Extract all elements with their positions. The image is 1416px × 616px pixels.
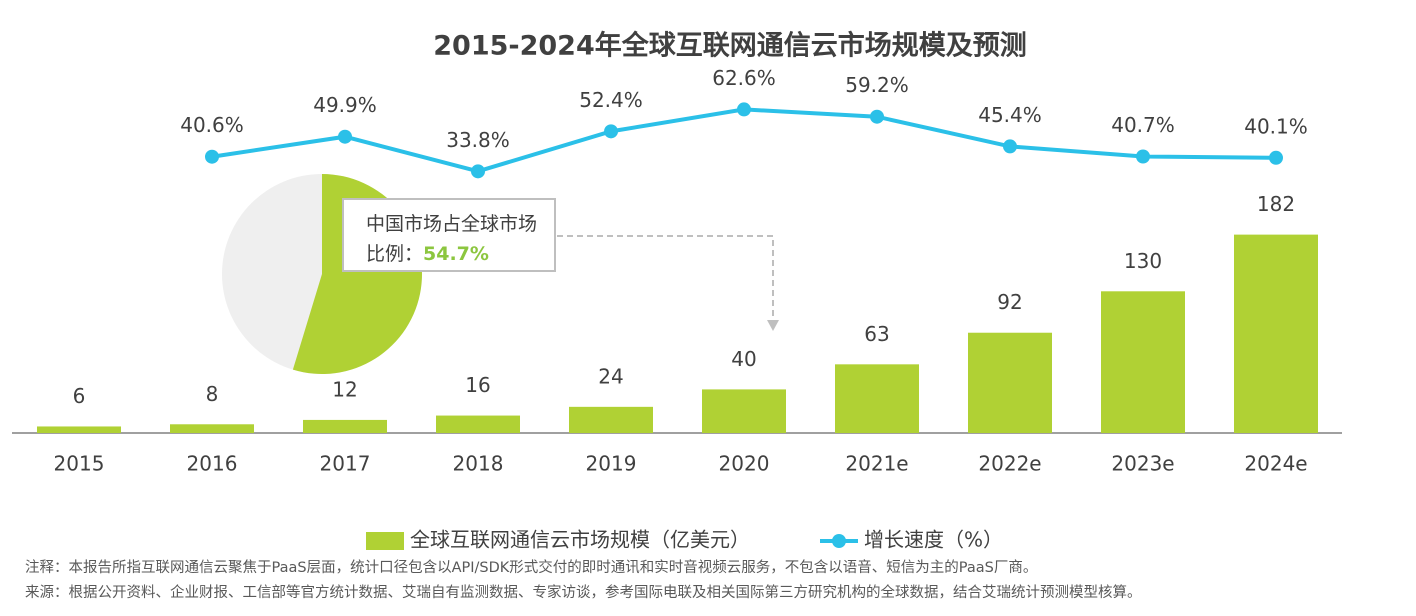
data-label: 40.6%: [180, 113, 244, 137]
note: 注释：本报告所指互联网通信云聚焦于PaaS层面，统计口径包含以API/SDK形式…: [25, 560, 1038, 576]
data-label: 182: [1257, 192, 1295, 216]
data-label: 24: [598, 364, 623, 388]
data-label: 16: [465, 373, 490, 397]
line-point: [205, 149, 219, 164]
arrow-head: [767, 320, 779, 331]
bar: [436, 415, 520, 433]
data-label: 52.4%: [579, 88, 643, 112]
annotation-value: 54.7%: [423, 243, 489, 265]
x-tick-label: 2016: [187, 452, 238, 476]
bar: [569, 406, 653, 433]
line-point: [604, 124, 618, 139]
legend-label: 增长速度（%）: [864, 528, 1003, 552]
x-tick-label: 2020: [719, 452, 770, 476]
annotation-text: 中国市场占全球市场比例：: [366, 213, 538, 265]
legend-swatch: [366, 532, 404, 550]
data-label: 63: [864, 322, 889, 346]
x-tick-label: 2019: [586, 452, 637, 476]
data-label: 33.8%: [446, 128, 510, 152]
x-tick-label: 2021e: [845, 452, 908, 476]
bar: [1234, 234, 1318, 433]
bar: [835, 364, 919, 433]
data-label: 12: [332, 377, 357, 401]
x-tick-label: 2023e: [1111, 452, 1174, 476]
data-label: 6: [73, 384, 86, 408]
bar: [702, 389, 786, 433]
x-tick-label: 2022e: [978, 452, 1041, 476]
chart-title: 2015-2024年全球互联网通信云市场规模及预测: [433, 30, 1027, 62]
bar: [170, 424, 254, 433]
data-label: 62.6%: [712, 66, 776, 90]
bar: [303, 419, 387, 433]
x-tick-label: 2024e: [1244, 452, 1307, 476]
annotation-arrow: [557, 235, 774, 322]
line-point: [1269, 150, 1283, 165]
bar: [1101, 291, 1185, 433]
data-label: 49.9%: [313, 93, 377, 117]
line-point: [1003, 139, 1017, 154]
line-point: [737, 102, 751, 117]
data-label: 8: [206, 382, 219, 406]
data-label: 130: [1124, 249, 1162, 273]
data-label: 40.1%: [1244, 114, 1308, 138]
line-point: [338, 129, 352, 144]
x-tick-label: 2015: [54, 452, 105, 476]
x-tick-label: 2018: [453, 452, 504, 476]
data-label: 40.7%: [1111, 113, 1175, 137]
legend-label: 全球互联网通信云市场规模（亿美元）: [410, 528, 750, 552]
data-label: 40: [731, 347, 756, 371]
bar: [37, 426, 121, 433]
bar: [968, 332, 1052, 433]
line-point: [1136, 149, 1150, 164]
data-label: 45.4%: [978, 103, 1042, 127]
annotation: 中国市场占全球市场比例：54.7%: [342, 198, 556, 272]
line-point: [870, 109, 884, 124]
x-tick-label: 2017: [320, 452, 371, 476]
line-point: [471, 164, 485, 179]
data-label: 59.2%: [845, 73, 909, 97]
source: 来源：根据公开资料、企业财报、工信部等官方统计数据、艾瑞自有监测数据、专家访谈，…: [25, 585, 1142, 601]
legend-marker: [832, 534, 846, 548]
data-label: 92: [997, 290, 1022, 314]
